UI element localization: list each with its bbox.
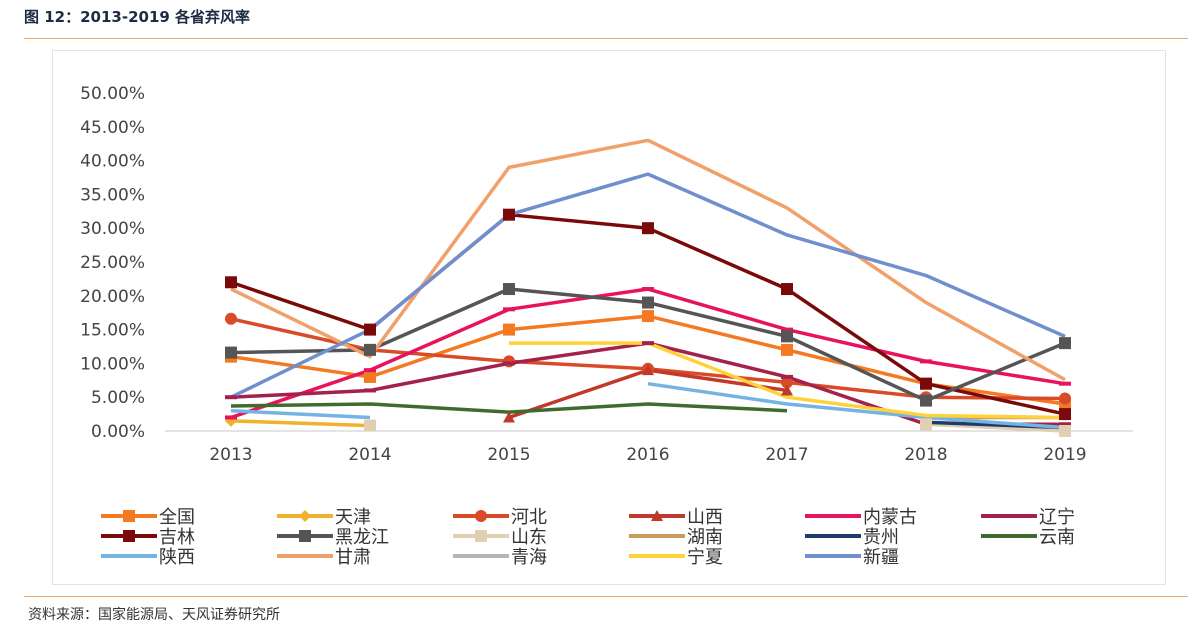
line-chart: 0.00% 5.00% 10.00% 15.00% 20.00% 25.00% 30.00%…: [80, 84, 1133, 568]
data-point: [364, 343, 376, 356]
y-tick-label: 40.00%: [80, 152, 145, 172]
data-point: [920, 359, 932, 364]
y-tick-label: 10.00%: [80, 354, 145, 374]
legend-label: 天津: [335, 507, 371, 528]
data-point: [364, 388, 376, 393]
data-point: [781, 283, 793, 296]
data-point: [364, 370, 376, 383]
legend-marker: [299, 510, 311, 522]
y-tick-label: 15.00%: [80, 321, 145, 341]
data-point: [503, 283, 515, 296]
legend-label: 云南: [1039, 527, 1075, 548]
data-point: [503, 355, 515, 368]
data-point: [642, 222, 654, 235]
data-point: [781, 343, 793, 356]
data-point: [920, 377, 932, 390]
y-tick-label: 5.00%: [91, 388, 145, 408]
legend-label: 黑龙江: [335, 527, 389, 548]
data-point: [781, 384, 793, 396]
data-point: [225, 395, 237, 400]
data-point: [1059, 337, 1071, 350]
data-point: [1059, 408, 1071, 421]
data-point: [364, 323, 376, 336]
y-tick-label: 25.00%: [80, 253, 145, 273]
data-point: [1059, 381, 1071, 386]
data-point: [920, 394, 932, 407]
data-point: [642, 341, 654, 346]
x-tick-label: 2013: [209, 445, 252, 465]
legend-marker: [1003, 514, 1015, 518]
y-tick-label: 20.00%: [80, 287, 145, 307]
legend-marker: [651, 510, 663, 521]
data-point: [503, 208, 515, 221]
data-point: [1059, 425, 1071, 437]
data-point: [503, 411, 515, 423]
legend-label: 湖南: [687, 527, 723, 548]
series-line: [647, 381, 1066, 430]
legend-label: 吉林: [159, 527, 195, 548]
data-point: [781, 374, 793, 379]
legend-marker: [475, 510, 487, 522]
series-line: [925, 422, 1066, 433]
data-point: [642, 296, 654, 309]
x-tick-label: 2016: [626, 445, 669, 465]
figure-title: 图 12：2013-2019 各省弃风率: [24, 8, 251, 26]
chart-panel: 0.00% 5.00% 10.00% 15.00% 20.00% 25.00% 30.00%…: [52, 50, 1166, 585]
legend-marker: [475, 530, 487, 542]
legend-label: 贵州: [863, 527, 899, 548]
data-point: [642, 364, 654, 376]
legend-marker: [123, 510, 135, 522]
legend-marker: [123, 530, 135, 542]
data-point: [920, 418, 932, 431]
data-point: [364, 419, 376, 432]
data-point: [781, 327, 793, 332]
y-tick-label: 35.00%: [80, 185, 145, 205]
data-point: [781, 376, 793, 389]
data-point: [1059, 422, 1071, 427]
legend-label: 内蒙古: [863, 507, 917, 528]
legend-label: 河北: [511, 507, 547, 528]
legend-label: 山东: [511, 527, 547, 548]
x-tick-label: 2018: [904, 445, 947, 465]
legend-label: 辽宁: [1039, 507, 1075, 528]
source-note: 资料来源：国家能源局、天风证券研究所: [28, 607, 280, 623]
data-point: [225, 276, 237, 289]
title-rule: [24, 38, 1188, 39]
series-line: [230, 402, 788, 414]
legend-label: 青海: [511, 547, 547, 568]
legend-marker: [827, 514, 839, 518]
y-tick-label: 30.00%: [80, 219, 145, 239]
y-tick-label: 0.00%: [91, 422, 145, 442]
x-tick-label: 2019: [1043, 445, 1086, 465]
legend-marker: [299, 530, 311, 542]
x-tick-label: 2017: [765, 445, 808, 465]
data-point: [642, 287, 654, 292]
data-point: [503, 323, 515, 336]
legend-label: 新疆: [863, 547, 899, 568]
data-point: [1059, 392, 1071, 405]
y-tick-label: 45.00%: [80, 118, 145, 138]
legend-label: 甘肃: [335, 547, 371, 568]
source-rule: [24, 596, 1188, 597]
data-point: [781, 330, 793, 343]
x-tick-label: 2015: [487, 445, 530, 465]
data-point: [503, 361, 515, 366]
series-line: [509, 341, 1066, 420]
data-point: [642, 310, 654, 323]
legend-label: 全国: [159, 507, 195, 528]
series-line: [230, 408, 371, 420]
legend-label: 山西: [687, 507, 723, 528]
series-line: [230, 138, 1066, 382]
data-point: [225, 312, 237, 325]
y-tick-label: 50.00%: [80, 84, 145, 104]
series-line: [230, 419, 371, 428]
x-tick-label: 2014: [348, 445, 391, 465]
legend-label: 陕西: [159, 547, 195, 568]
data-point: [225, 415, 237, 420]
data-point: [225, 346, 237, 359]
legend-label: 宁夏: [687, 547, 723, 568]
data-point: [503, 307, 515, 312]
data-point: [364, 368, 376, 373]
